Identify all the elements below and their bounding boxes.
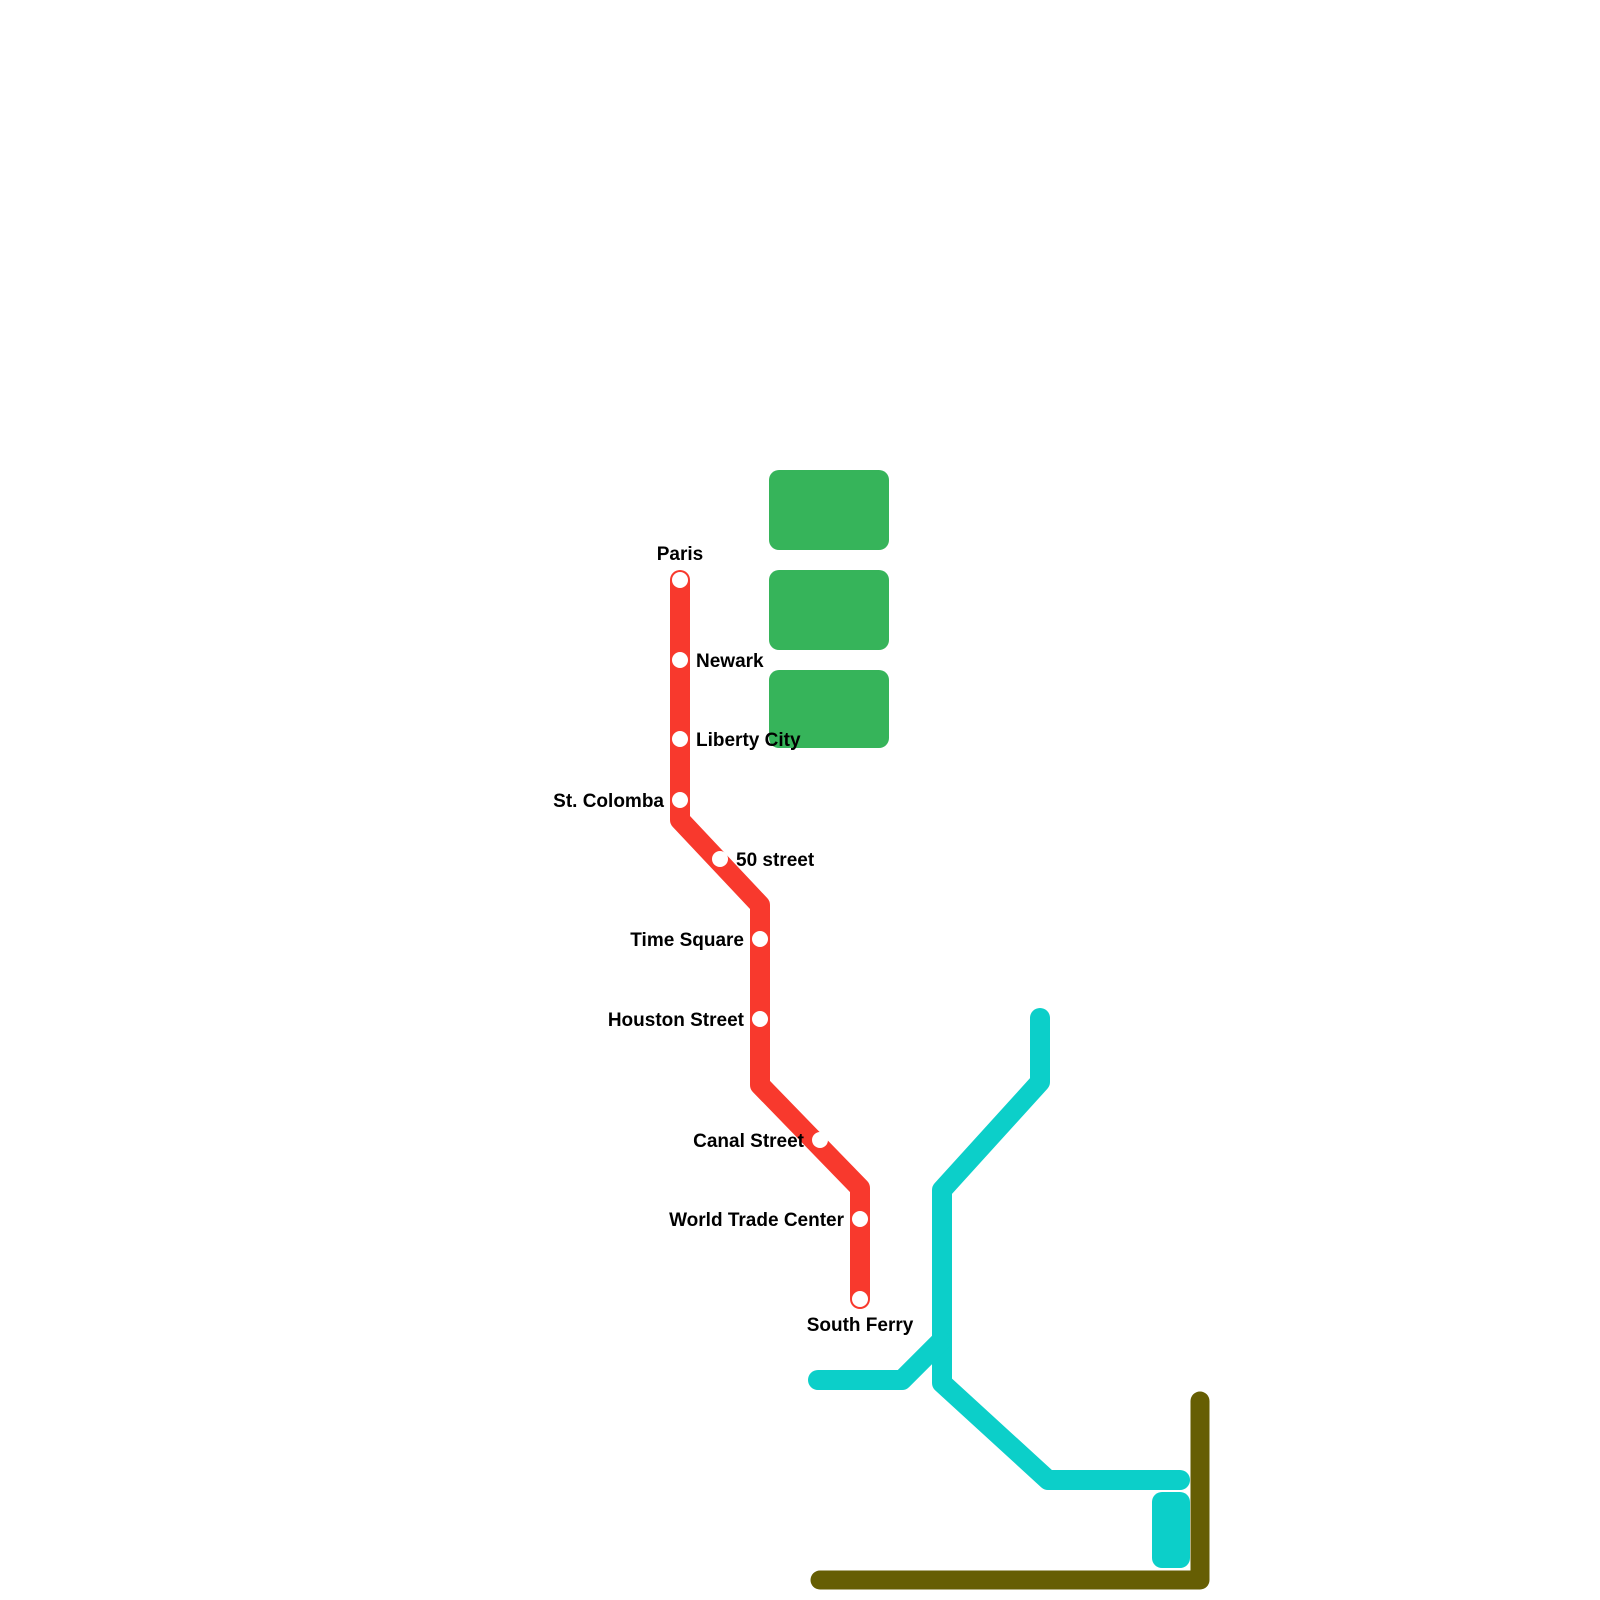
station-label: Canal Street — [693, 1131, 805, 1152]
station-dot-time-square[interactable] — [752, 931, 768, 947]
station-label: 50 street — [736, 850, 815, 871]
station-dot-houston-street[interactable] — [752, 1011, 768, 1027]
station-dot-paris[interactable] — [672, 572, 688, 588]
cyan-terminal-block — [1152, 1492, 1190, 1568]
station-label: Newark — [696, 651, 764, 672]
station-dot-50-street[interactable] — [712, 851, 728, 867]
station-dot-liberty-city[interactable] — [672, 731, 688, 747]
park-block-1 — [769, 470, 889, 550]
station-dot-world-trade-center[interactable] — [852, 1211, 868, 1227]
station-label: South Ferry — [807, 1315, 914, 1336]
cyan-line-main — [932, 1008, 1190, 1490]
station-dot-newark[interactable] — [672, 652, 688, 668]
station-label: World Trade Center — [669, 1210, 845, 1231]
station-dot-st-colomba[interactable] — [672, 792, 688, 808]
park-block-3 — [769, 670, 889, 748]
station-dot-south-ferry[interactable] — [852, 1291, 868, 1307]
park-block-2 — [769, 570, 889, 650]
red-line — [670, 570, 870, 1309]
station-label: Time Square — [630, 930, 744, 951]
cyan-line-branch — [808, 1331, 951, 1390]
station-label: Paris — [657, 544, 703, 565]
station-label: Liberty City — [696, 730, 801, 751]
station-dot-canal-street[interactable] — [812, 1132, 828, 1148]
station-label: St. Colomba — [553, 791, 664, 812]
station-label: Houston Street — [608, 1010, 745, 1031]
olive-line — [810, 1391, 1210, 1590]
